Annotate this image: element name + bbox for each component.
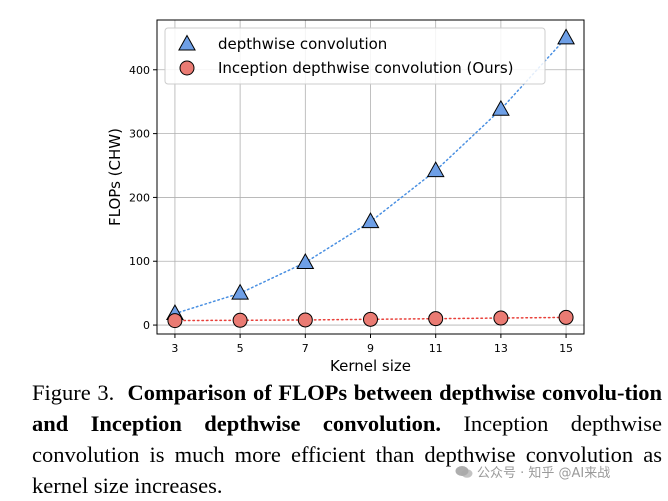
x-tick-label: 3 [171, 342, 178, 355]
inception-point [558, 309, 574, 325]
y-axis-label: FLOPs (CHW) [106, 128, 124, 226]
y-tick-label: 200 [129, 191, 150, 204]
wechat-icon [455, 465, 473, 478]
inception-point [232, 312, 248, 328]
depthwise-point [296, 252, 315, 269]
flops-chart: 3 5 7 9 11 13 15 0 100 200 300 400 Kernel size FLOP… [106, 19, 585, 375]
ticks: 3 5 7 9 11 13 15 0 100 200 300 400 [129, 64, 573, 355]
x-axis-label: Kernel size [330, 357, 411, 375]
x-tick-label: 11 [429, 342, 443, 355]
legend: depthwise convolution Inception depthwise… [164, 27, 546, 85]
legend-label: Inception depthwise convolution (Ours) [218, 59, 514, 77]
inception-point [297, 312, 313, 328]
y-tick-label: 0 [143, 319, 150, 332]
depthwise-point [231, 283, 250, 300]
depthwise-point [557, 28, 575, 45]
depthwise-point [361, 212, 380, 229]
legend-label: depthwise convolution [218, 35, 387, 53]
legend-circle-marker [179, 60, 195, 76]
x-tick-label: 13 [494, 342, 508, 355]
figure-caption: Figure 3. Comparison of FLOPs between de… [32, 377, 662, 501]
inception-point [493, 310, 509, 326]
x-tick-label: 7 [302, 342, 309, 355]
inception-point [363, 311, 378, 327]
depthwise-point [426, 161, 445, 178]
depthwise-point [491, 99, 510, 116]
watermark-text: 公众号 · 知乎 @AI来战 [477, 466, 611, 481]
caption-body: Inception depthwise convolution is much … [32, 411, 663, 498]
watermark: 公众号 · 知乎 @AI来战 [455, 462, 610, 481]
y-tick-label: 300 [129, 128, 150, 141]
series-layer [166, 28, 575, 329]
x-tick-label: 5 [237, 342, 244, 355]
inception-point [167, 313, 183, 329]
x-tick-label: 9 [367, 342, 374, 355]
caption-label: Figure 3. [32, 380, 115, 405]
y-tick-label: 400 [129, 64, 150, 77]
legend-box [164, 27, 546, 85]
y-tick-label: 100 [129, 255, 150, 268]
inception-point [428, 311, 444, 327]
caption-title: Comparison of FLOPs between depthwise co… [32, 380, 663, 436]
legend-triangle-marker [178, 34, 196, 51]
x-tick-label: 15 [559, 342, 573, 355]
